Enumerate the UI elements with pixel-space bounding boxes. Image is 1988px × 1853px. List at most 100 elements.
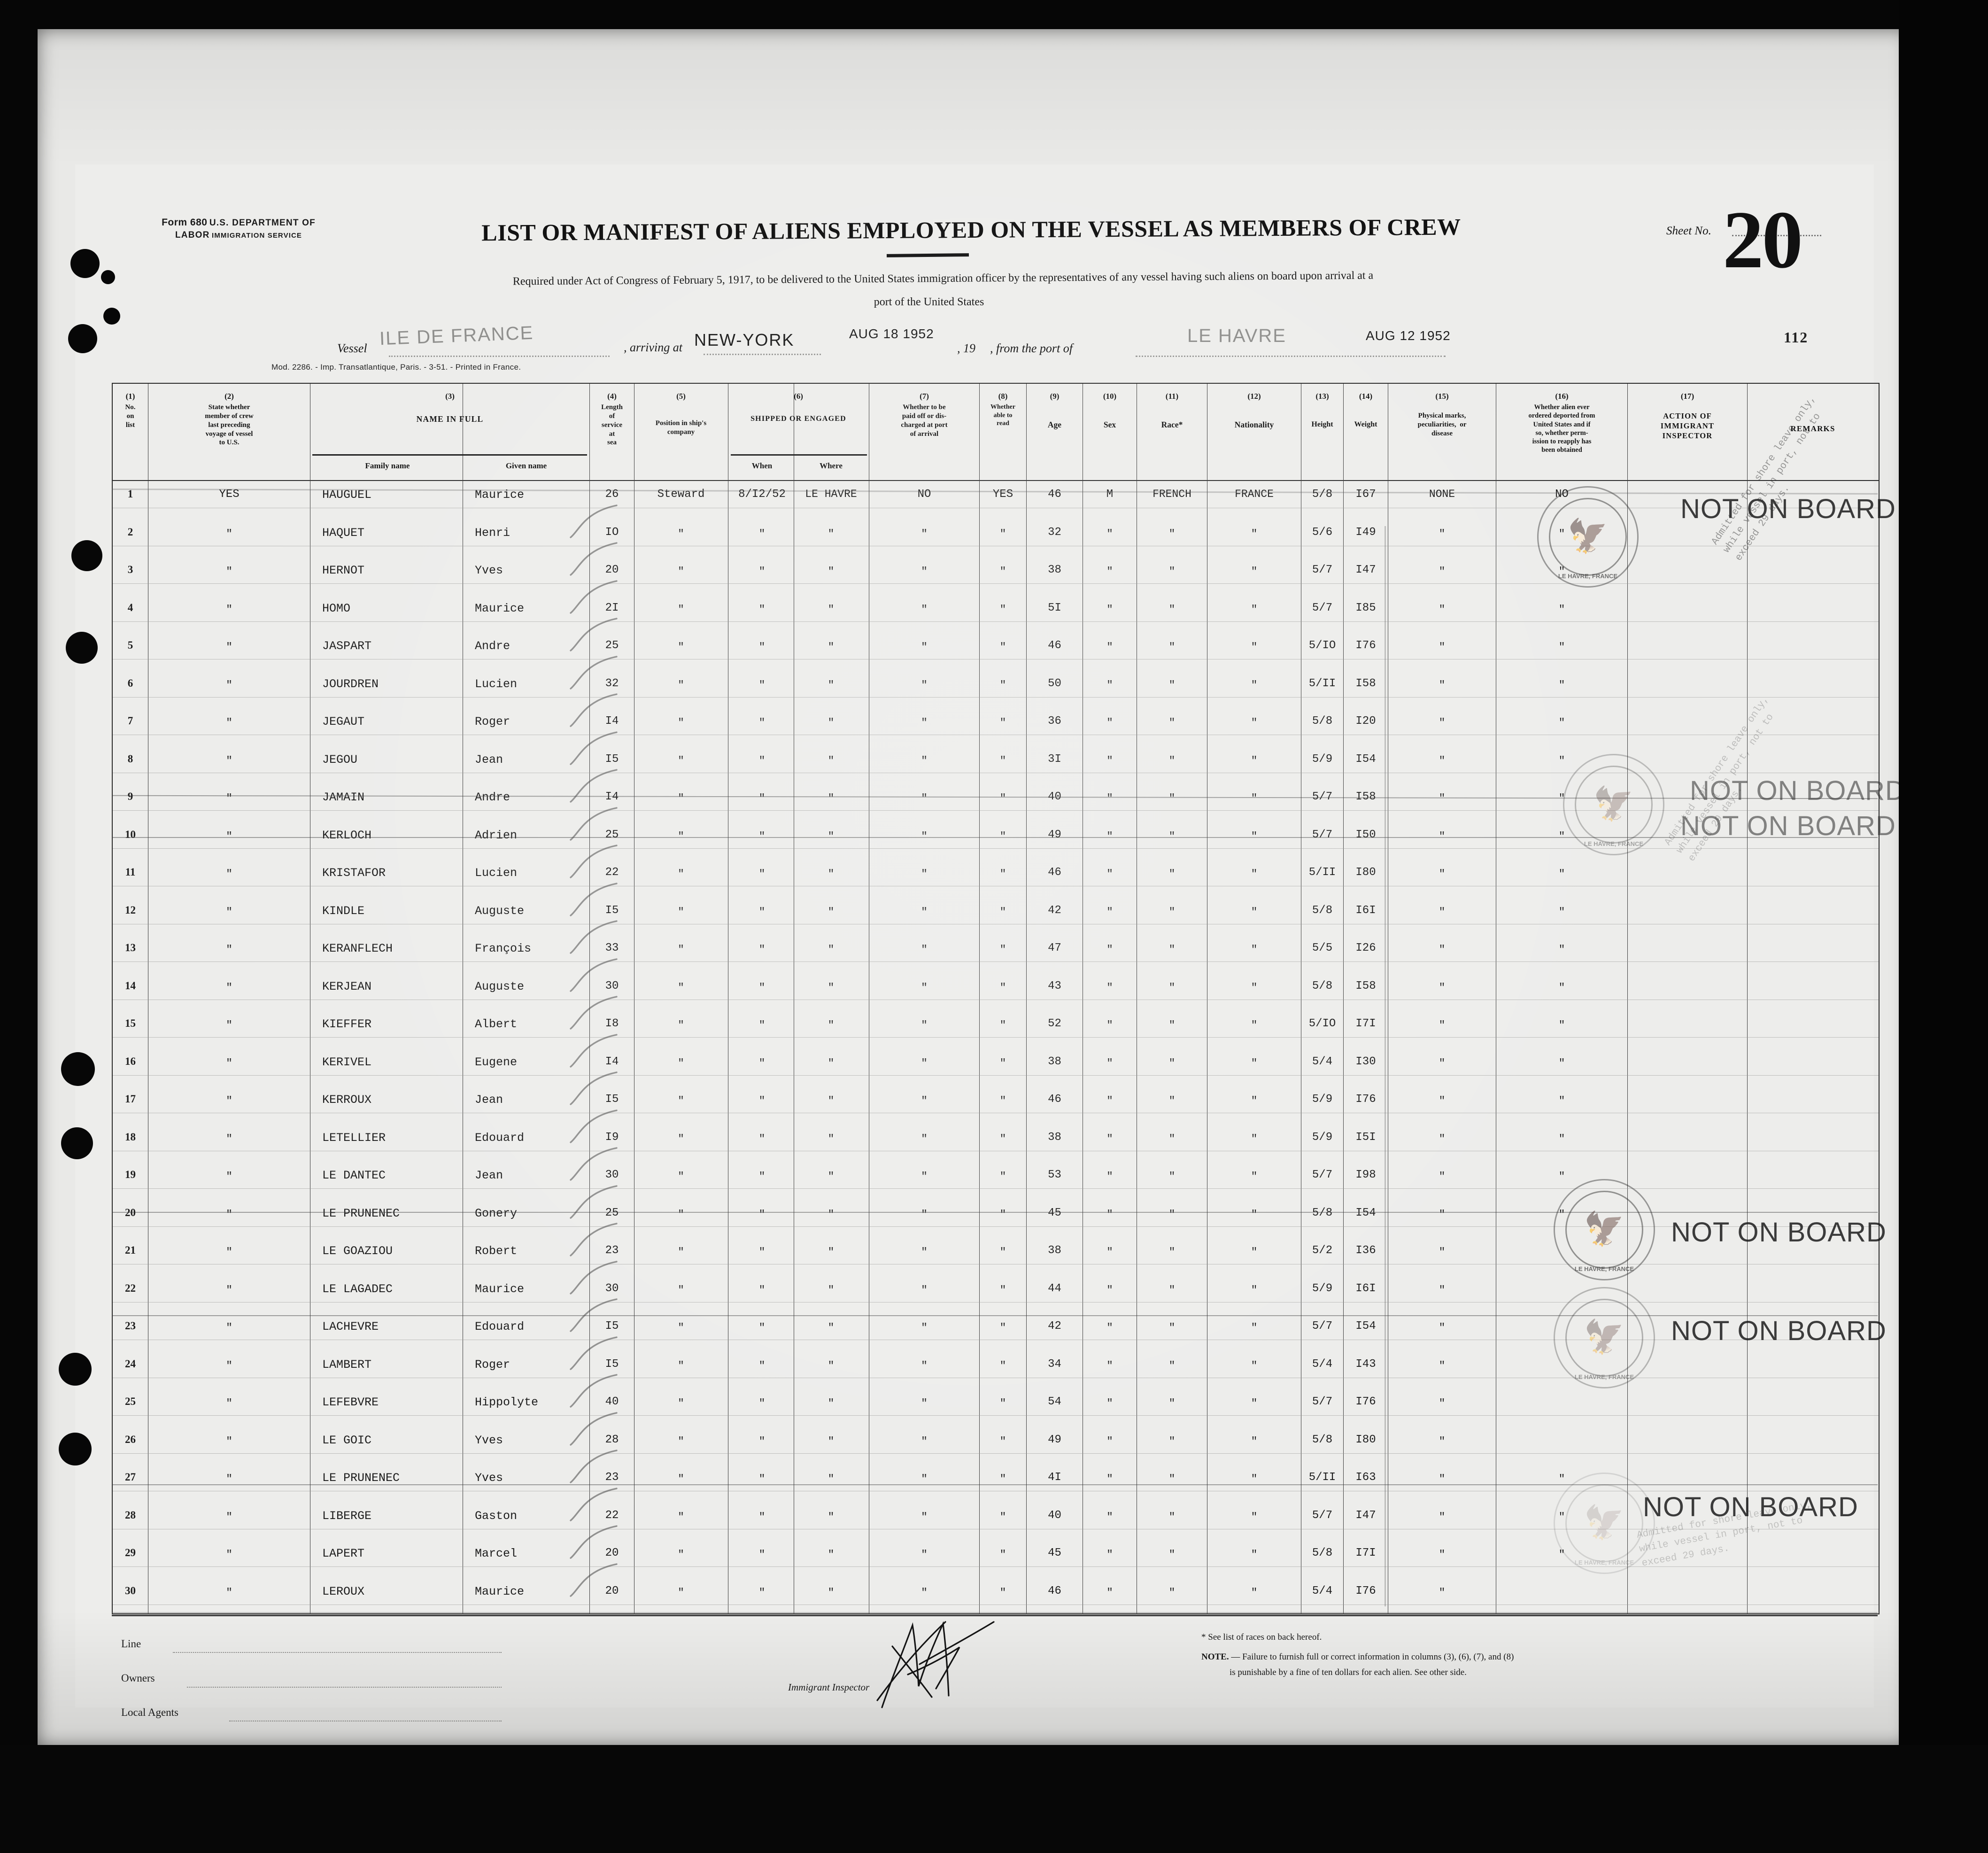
cell-sex: ": [1106, 1473, 1113, 1485]
cell-no: 23: [125, 1320, 136, 1332]
cell-height: 5/8: [1312, 1206, 1333, 1219]
col-header-14: (14) Weight: [1354, 392, 1377, 429]
seal-city: LE HAVRE, FRANCE: [1558, 573, 1618, 580]
cell-race: ": [1168, 527, 1176, 540]
footer-top-rule: [112, 1615, 1878, 1616]
cell-no: 28: [125, 1509, 136, 1521]
cell-age: 42: [1048, 904, 1061, 917]
cell-position: ": [678, 1511, 684, 1523]
cell-weight: I36: [1355, 1244, 1376, 1257]
col-header-9: (9) Age: [1047, 392, 1062, 430]
row-rule: [113, 583, 1879, 584]
cell-family: KERJEAN: [322, 979, 372, 993]
sheet-no-dots: [1732, 235, 1821, 236]
cell-race: ": [1168, 1019, 1176, 1031]
cell-marks: ": [1439, 1171, 1446, 1183]
cell-position: ": [678, 679, 684, 691]
row-rule: [113, 1188, 1879, 1189]
inspector-signature: [863, 1618, 1032, 1708]
cell-marks: ": [1439, 1586, 1446, 1599]
cell-nationality: ": [1251, 1586, 1258, 1599]
cell-read: ": [999, 1095, 1006, 1107]
seal-city-3: LE HAVRE, FRANCE: [1574, 1265, 1634, 1272]
cell-weight: I76: [1355, 1584, 1376, 1597]
cell-given: Yves: [475, 1433, 503, 1447]
cell-no: 9: [127, 791, 133, 802]
cell-nationality: ": [1251, 1435, 1258, 1448]
cell-where: ": [828, 717, 835, 729]
cell-age: 40: [1048, 1509, 1061, 1522]
not-on-board-stamp-4: NOT ON BOARD: [1671, 1217, 1887, 1248]
cell-marks: ": [1439, 1435, 1446, 1448]
cell-height: 5/8: [1312, 904, 1333, 917]
cell-crew: ": [226, 1435, 232, 1448]
cell-nationality: ": [1251, 566, 1258, 578]
cell-nationality: ": [1251, 1171, 1258, 1183]
from-port-label: , from the port of: [990, 341, 1073, 355]
cell-sex: ": [1106, 603, 1113, 616]
department-label: U.S. DEPARTMENT OF LABOR: [175, 218, 316, 240]
cell-given: Henri: [475, 526, 511, 540]
cell-paidoff: ": [921, 1473, 928, 1485]
sheet-no-label: Sheet No.: [1666, 225, 1711, 237]
local-agents-label: Local Agents: [121, 1706, 178, 1718]
col-header-5: (5) Position in ship's company: [655, 392, 707, 436]
cell-marks: ": [1439, 1246, 1446, 1258]
cell-where: ": [828, 527, 835, 540]
cell-given: Lucien: [475, 866, 518, 880]
footer-notes: * See list of races on back hereof. NOTE…: [1201, 1630, 1671, 1680]
cell-deported: ": [1558, 679, 1565, 691]
cell-service: 20: [605, 564, 619, 576]
cell-service: 32: [605, 677, 619, 690]
cell-crew: ": [226, 527, 232, 540]
cell-service: 20: [605, 1584, 619, 1597]
cell-given: Auguste: [475, 979, 525, 993]
cell-height: 5/II: [1308, 866, 1336, 879]
cell-crew: YES: [219, 488, 240, 501]
cell-height: 5/7: [1312, 1396, 1333, 1408]
cell-no: 10: [125, 828, 136, 840]
port-of-us-text: port of the United States: [874, 296, 984, 308]
cell-given: Roger: [475, 1357, 511, 1372]
cell-when: ": [758, 830, 766, 843]
cell-paidoff: ": [921, 641, 928, 653]
cell-age: 45: [1048, 1206, 1061, 1219]
races-note: * See list of races on back hereof.: [1201, 1632, 1322, 1642]
col-header-remarks: REMARKS: [1790, 424, 1835, 434]
cell-when: ": [758, 1511, 766, 1523]
cell-paidoff: ": [921, 1208, 928, 1221]
cell-service: 23: [605, 1244, 619, 1257]
punch-hole: [61, 1127, 93, 1159]
cell-service: I8: [605, 1017, 619, 1030]
film-left-strip: [0, 0, 38, 1853]
cell-race: ": [1168, 1246, 1176, 1258]
cell-race: ": [1168, 641, 1176, 653]
cell-read: ": [999, 1359, 1006, 1372]
cell-paidoff: ": [921, 1322, 928, 1334]
cell-paidoff: ": [921, 566, 928, 578]
cell-service: 26: [605, 488, 619, 501]
seal-city-4: LE HAVRE, FRANCE: [1574, 1373, 1634, 1380]
cell-crew: ": [226, 1511, 232, 1523]
cell-read: ": [999, 1586, 1006, 1599]
cell-where: ": [828, 1019, 835, 1031]
row-rule: [113, 1226, 1879, 1227]
cell-service: I5: [605, 1357, 619, 1371]
cell-read: ": [999, 981, 1006, 994]
cell-age: 47: [1048, 942, 1061, 954]
cell-deported: ": [1558, 717, 1565, 729]
form-identification: Form 680 U.S. DEPARTMENT OF LABOR IMMIGR…: [156, 216, 321, 241]
footer: Line Owners Local Agents: [112, 1623, 1878, 1721]
cell-family: LE GOAZIOU: [322, 1244, 393, 1258]
cell-crew: ": [226, 1057, 232, 1070]
cell-given: Gaston: [475, 1509, 518, 1523]
header-separator: [113, 480, 1879, 481]
cell-marks: ": [1439, 1057, 1446, 1070]
cell-weight: I76: [1355, 1396, 1376, 1408]
cell-weight: I49: [1355, 526, 1376, 539]
cell-service: 20: [605, 1547, 619, 1559]
cell-read: ": [999, 603, 1006, 616]
cell-position: ": [678, 1473, 684, 1485]
cell-no: 13: [125, 942, 136, 954]
